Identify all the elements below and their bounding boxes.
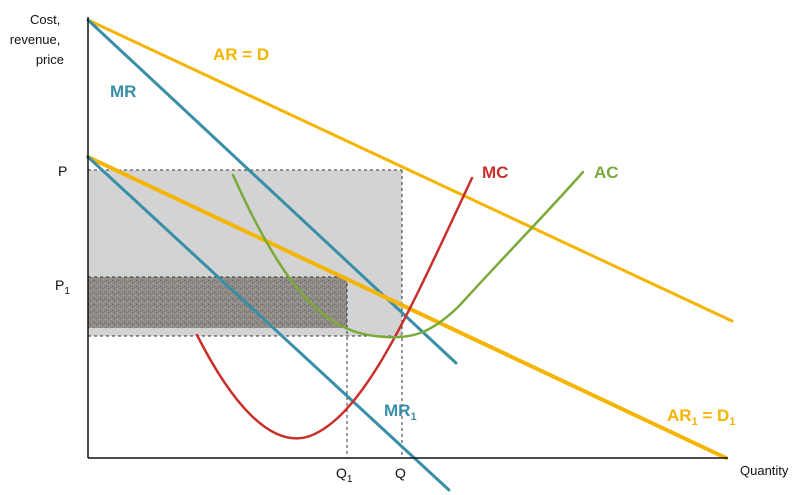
label-ar1-demand: AR1 = D1 bbox=[667, 406, 735, 428]
label-mr1: MR1 bbox=[384, 401, 417, 423]
ar1-demand-line bbox=[86, 155, 728, 460]
tick-label-p: P bbox=[58, 163, 67, 179]
tick-label-q: Q bbox=[395, 465, 406, 481]
tick-label-q1: Q1 bbox=[336, 465, 353, 485]
axes bbox=[87, 17, 728, 459]
reduced-profit-area bbox=[88, 277, 347, 328]
mc-curve bbox=[195, 176, 474, 440]
label-mc: MC bbox=[482, 163, 508, 182]
label-mr: MR bbox=[110, 82, 136, 101]
label-ar-demand: AR = D bbox=[213, 45, 269, 64]
mr1-line bbox=[86, 155, 451, 492]
ar-demand-line bbox=[86, 18, 734, 323]
mr-line bbox=[86, 18, 458, 365]
label-ac: AC bbox=[594, 163, 619, 182]
tick-label-p1: P1 bbox=[55, 277, 70, 297]
ac-curve bbox=[231, 170, 585, 339]
x-axis-title: Quantity bbox=[740, 463, 789, 478]
y-axis-title: Cost, revenue, price bbox=[10, 12, 64, 67]
